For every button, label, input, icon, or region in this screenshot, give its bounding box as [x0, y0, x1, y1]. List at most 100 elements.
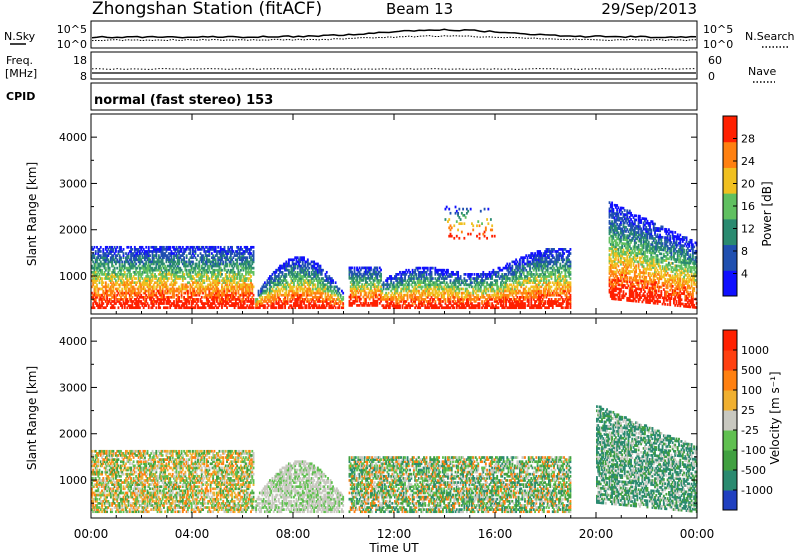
- heatmap-cell: [248, 248, 251, 251]
- heatmap-cell: [131, 262, 134, 266]
- heatmap-cell: [162, 262, 165, 266]
- heatmap-cell: [155, 295, 158, 299]
- heatmap-cell: [221, 254, 223, 257]
- heatmap-cell: [145, 289, 148, 293]
- heatmap-cell: [237, 285, 240, 289]
- heatmap-cell: [127, 245, 130, 249]
- heatmap-cell: [287, 264, 290, 268]
- heatmap-cell: [205, 273, 208, 276]
- heatmap-cell: [234, 262, 237, 266]
- heatmap-cell: [275, 306, 278, 310]
- heatmap-cell: [164, 252, 167, 255]
- heatmap-cell: [198, 262, 201, 266]
- heatmap-cell: [118, 275, 121, 278]
- heatmap-cell: [186, 275, 189, 278]
- heatmap-cell: [140, 295, 143, 299]
- heatmap-cell: [242, 285, 245, 289]
- heatmap-cell: [121, 273, 124, 276]
- heatmap-cell: [137, 302, 140, 305]
- heatmap-cell: [145, 277, 148, 280]
- heatmap-cell: [93, 256, 96, 260]
- heatmap-cell: [169, 283, 172, 287]
- heatmap-cell: [98, 300, 101, 303]
- heatmap-cell: [250, 281, 252, 285]
- heatmap-cell: [145, 250, 148, 253]
- heatmap-cell: [93, 279, 96, 282]
- heatmap-cell: [271, 306, 274, 310]
- heatmap-cell: [228, 275, 231, 278]
- heatmap-cell: [269, 287, 271, 291]
- heatmap-cell: [334, 306, 337, 310]
- heatmap-cell: [212, 281, 215, 285]
- heatmap-cell: [145, 268, 148, 272]
- heatmap-cell: [155, 293, 158, 297]
- heatmap-cell: [229, 262, 232, 266]
- heatmap-cell: [104, 306, 107, 310]
- heatmap-cell: [270, 300, 273, 303]
- heatmap-cell: [248, 283, 251, 287]
- heatmap-cell: [175, 268, 178, 272]
- heatmap-cell: [118, 256, 121, 260]
- heatmap-cell: [227, 295, 230, 299]
- heatmap-cell: [183, 306, 186, 310]
- heatmap-cell: [101, 283, 103, 287]
- heatmap-cell: [286, 283, 289, 287]
- heatmap-cell: [200, 275, 203, 278]
- heatmap-cell: [224, 304, 227, 307]
- heatmap-cell: [138, 262, 141, 266]
- heatmap-cell: [109, 302, 112, 305]
- heatmap-cell: [270, 289, 273, 293]
- heatmap-cell: [380, 268, 382, 272]
- heatmap-cell: [232, 273, 235, 276]
- heatmap-cell: [135, 262, 138, 266]
- heatmap-cell: [245, 266, 247, 270]
- heatmap-cell: [286, 268, 289, 272]
- heatmap-cell: [245, 283, 247, 287]
- heatmap-cell: [266, 306, 269, 310]
- heatmap-cell: [137, 291, 140, 295]
- heatmap-cell: [243, 277, 246, 280]
- heatmap-cell: [222, 262, 225, 266]
- heatmap-cell: [221, 285, 223, 289]
- heatmap-cell: [106, 262, 109, 266]
- heatmap-cell: [133, 250, 136, 253]
- heatmap-cell: [104, 273, 107, 276]
- heatmap-cell: [236, 260, 239, 264]
- heatmap-cell: [150, 300, 153, 303]
- heatmap-cell: [239, 277, 242, 280]
- heatmap-cell: [171, 273, 174, 276]
- heatmap-cell: [185, 245, 188, 249]
- heatmap-cell: [185, 273, 188, 276]
- heatmap-cell: [222, 289, 225, 293]
- heatmap-cell: [210, 245, 213, 249]
- heatmap-cell: [195, 281, 198, 285]
- heatmap-cell: [285, 285, 288, 289]
- heatmap-cell: [204, 245, 207, 249]
- heatmap-cell: [232, 291, 235, 295]
- heatmap-cell: [242, 298, 245, 301]
- heatmap-cell: [121, 283, 124, 287]
- heatmap-cell: [146, 264, 149, 268]
- heatmap-cell: [226, 258, 228, 262]
- heatmap-cell: [151, 256, 154, 260]
- heatmap-cell: [165, 250, 168, 253]
- heatmap-cell: [215, 295, 218, 299]
- heatmap-cell: [102, 256, 105, 260]
- heatmap-cell: [223, 256, 226, 260]
- heatmap-cell: [97, 291, 100, 295]
- heatmap-cell: [104, 283, 107, 287]
- heatmap-cell: [245, 289, 247, 293]
- heatmap-cell: [104, 256, 107, 260]
- heatmap-cell: [275, 268, 278, 272]
- heatmap-cell: [149, 285, 151, 289]
- heatmap-cell: [127, 304, 130, 307]
- heatmap-cell: [162, 285, 165, 289]
- heatmap-cell: [221, 304, 223, 307]
- heatmap-cell: [222, 287, 225, 291]
- heatmap-cell: [166, 264, 169, 268]
- heatmap-cell: [94, 281, 97, 285]
- heatmap-cell: [232, 279, 235, 282]
- heatmap-cell: [104, 266, 107, 270]
- heatmap-cell: [193, 266, 196, 270]
- heatmap-cell: [103, 285, 106, 289]
